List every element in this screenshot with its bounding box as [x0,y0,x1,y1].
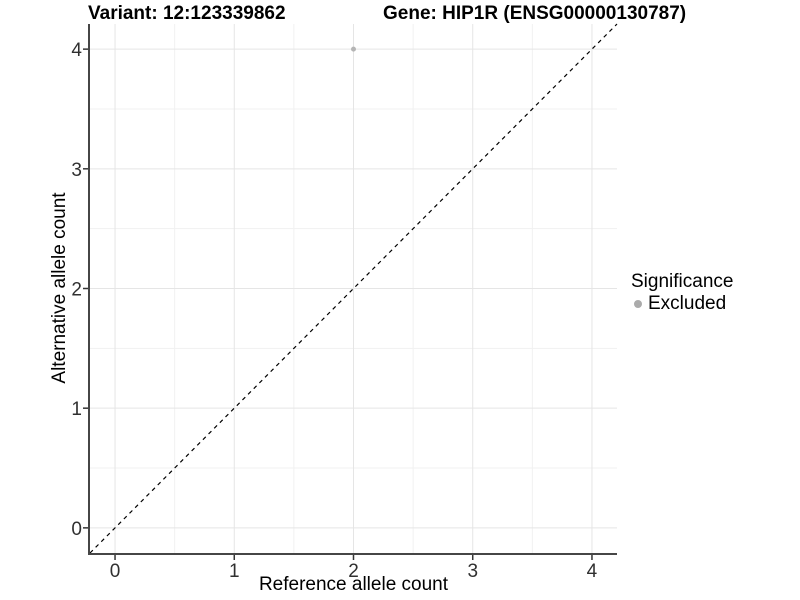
legend: Significance Excluded [631,271,733,315]
legend-item: Excluded [631,293,733,315]
x-tick-label: 4 [587,561,598,582]
x-tick-label: 3 [467,561,478,582]
legend-items: Excluded [631,293,733,315]
x-axis-title: Reference allele count [258,574,449,595]
y-tick-label: 2 [71,280,82,301]
plot-title-variant: Variant: 12:123339862 [88,3,286,24]
legend-title: Significance [631,271,734,292]
data-point [351,46,356,52]
y-tick-label: 3 [71,160,82,181]
plot-title-gene: Gene: HIP1R (ENSG00000130787) [383,3,687,24]
y-tick-label: 0 [71,519,82,540]
y-axis-title: Alternative allele count [49,192,70,384]
x-tick-label: 0 [110,561,121,582]
x-tick-label: 2 [348,561,359,582]
y-tick-label: 1 [71,399,82,420]
legend-point-icon [634,300,642,308]
legend-item-label: Excluded [648,293,727,314]
x-tick-label: 1 [229,561,240,582]
y-tick-label: 4 [71,40,82,61]
